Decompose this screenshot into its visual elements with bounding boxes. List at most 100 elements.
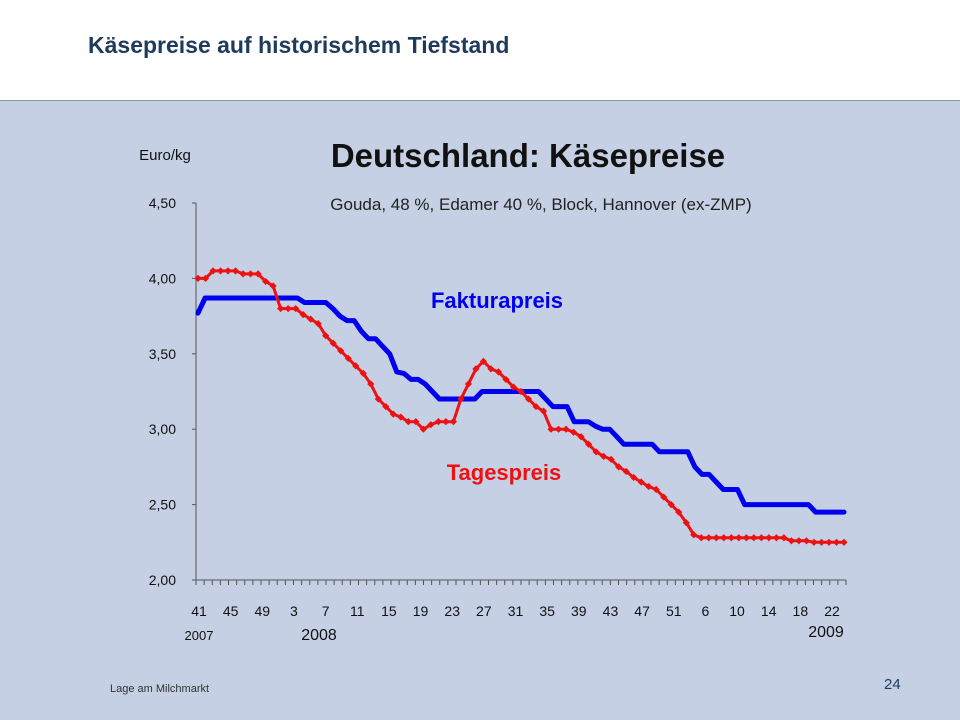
tagespreis-point xyxy=(577,433,585,441)
tagespreis-point xyxy=(502,375,510,384)
tagespreis-point xyxy=(832,538,841,546)
tagespreis-point xyxy=(532,402,540,411)
tagespreis-point xyxy=(209,267,217,275)
tagespreis-point xyxy=(246,270,255,278)
tagespreis-point xyxy=(652,485,660,494)
tagespreis-point xyxy=(787,537,796,545)
tagespreis-point xyxy=(329,339,337,347)
tagespreis-point xyxy=(682,519,690,527)
tagespreis-point xyxy=(840,538,848,546)
x-tick-label: 39 xyxy=(571,603,587,619)
tagespreis-point xyxy=(404,418,412,426)
tagespreis-point xyxy=(472,365,480,373)
x-tick-label: 45 xyxy=(223,603,239,619)
tagespreis-point xyxy=(750,534,758,542)
tagespreis-point xyxy=(705,534,713,542)
tagespreis-point xyxy=(397,413,405,421)
year-label: 2008 xyxy=(301,627,337,644)
tagespreis-point xyxy=(622,467,630,476)
tagespreis-point xyxy=(727,534,735,542)
tagespreis-point xyxy=(419,425,427,433)
tagespreis-point xyxy=(434,418,442,426)
tagespreis-point xyxy=(307,315,315,323)
x-tick-label: 49 xyxy=(255,603,271,619)
tagespreis-point xyxy=(277,304,285,313)
chart-axes: 2,00 2,50 3,00 3,50 4,00 4,50 41 45 49 3 7 11 15 19 23… xyxy=(149,195,847,644)
x-tick-label: 47 xyxy=(634,603,650,619)
tagespreis-point xyxy=(292,304,300,313)
tagespreis-point xyxy=(697,534,705,542)
y-tick-label: 2,00 xyxy=(149,572,176,588)
tagespreis-point xyxy=(224,267,232,275)
tagespreis-point xyxy=(494,368,503,376)
tagespreis-point xyxy=(742,534,750,542)
y-tick-label: 3,00 xyxy=(149,421,176,437)
tagespreis-point xyxy=(615,463,623,471)
y-tick-label: 4,00 xyxy=(149,270,176,286)
x-tick-label: 31 xyxy=(508,603,524,619)
tagespreis-point xyxy=(337,347,345,355)
tagespreis-point xyxy=(810,538,818,546)
chart-subtitle: Gouda, 48 %, Edamer 40 %, Block, Hannove… xyxy=(330,195,751,214)
x-tick-label: 23 xyxy=(444,603,460,619)
tagespreis-point xyxy=(389,410,397,418)
slide-panel xyxy=(0,101,960,720)
tagespreis-point xyxy=(239,270,247,278)
tagespreis-point xyxy=(720,534,728,542)
tagespreis-point xyxy=(780,534,788,542)
x-tick-label: 35 xyxy=(539,603,555,619)
y-axis-label: Euro/kg xyxy=(139,147,191,164)
tagespreis-point xyxy=(412,418,420,426)
x-tick-label: 7 xyxy=(322,603,330,619)
tagespreis-point xyxy=(374,395,382,403)
tagespreis-point xyxy=(817,538,826,546)
x-tick-label: 51 xyxy=(666,603,682,619)
tagespreis-point xyxy=(359,369,367,378)
tagespreis-point xyxy=(382,402,390,411)
tagespreis-point xyxy=(802,537,811,545)
y-tick-label: 2,50 xyxy=(149,497,176,513)
tagespreis-point xyxy=(254,270,262,278)
tagespreis-point xyxy=(765,534,773,542)
series-layer xyxy=(194,267,848,546)
x-tick-label: 10 xyxy=(729,603,745,619)
tagespreis-point xyxy=(772,534,780,542)
tagespreis-point xyxy=(299,310,307,319)
tagespreis-point xyxy=(344,354,352,362)
x-tick-label: 22 xyxy=(824,603,840,619)
tagespreis-point xyxy=(231,267,240,275)
tagespreis-point xyxy=(509,383,518,391)
tagespreis-point xyxy=(539,407,548,415)
tagespreis-point xyxy=(487,365,495,373)
tagespreis-point xyxy=(795,537,803,545)
tagespreis-point xyxy=(592,448,600,456)
tagespreis-point xyxy=(569,428,578,436)
tagespreis-point xyxy=(314,320,322,328)
tagespreis-point xyxy=(607,455,615,463)
tagespreis-point xyxy=(675,508,683,516)
tagespreis-point xyxy=(457,395,465,403)
x-tick-label: 14 xyxy=(761,603,777,619)
page-number: 24 xyxy=(884,676,901,693)
tagespreis-point xyxy=(712,534,720,542)
tagespreis-point xyxy=(322,332,330,340)
tagespreis-point xyxy=(216,267,225,275)
tagespreis-point xyxy=(825,538,833,546)
tagespreis-point xyxy=(442,418,450,426)
tagespreis-point xyxy=(562,425,570,433)
x-tick-label: 27 xyxy=(476,603,492,619)
x-tick-label: 41 xyxy=(191,603,207,619)
tagespreis-point xyxy=(637,478,645,486)
tagespreis-point xyxy=(554,425,563,433)
tagespreis-point xyxy=(427,421,435,429)
tagespreis-point xyxy=(524,395,533,403)
tagespreis-point xyxy=(352,362,360,370)
year-label: 2007 xyxy=(185,628,214,643)
tagespreis-point xyxy=(660,493,668,501)
slide-title: Käsepreise auf historischem Tiefstand xyxy=(88,32,510,58)
chart-title: Deutschland: Käsepreise xyxy=(331,137,725,174)
y-tick-label: 4,50 xyxy=(149,195,176,211)
tagespreis-point xyxy=(547,425,555,433)
footer-source: Lage am Milchmarkt xyxy=(110,683,210,695)
